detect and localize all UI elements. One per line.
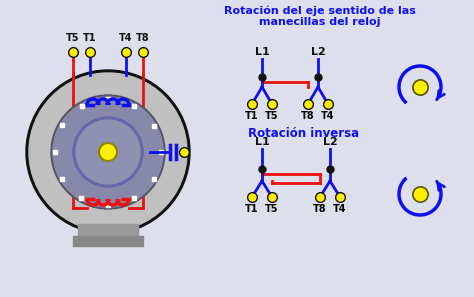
Text: T5: T5 (265, 111, 279, 121)
Circle shape (73, 117, 143, 187)
Circle shape (99, 143, 117, 161)
Circle shape (51, 95, 165, 209)
Text: T8: T8 (301, 111, 315, 121)
Text: manecillas del reloj: manecillas del reloj (259, 17, 381, 27)
Circle shape (26, 70, 190, 234)
Text: L2: L2 (323, 137, 337, 147)
Text: T8: T8 (313, 204, 327, 214)
Circle shape (29, 73, 187, 231)
Text: T5: T5 (265, 204, 279, 214)
Text: Rotación inversa: Rotación inversa (248, 127, 359, 140)
Text: T1: T1 (245, 111, 259, 121)
Text: L1: L1 (255, 47, 269, 57)
Text: Rotación del eje sentido de las: Rotación del eje sentido de las (224, 5, 416, 15)
Circle shape (53, 97, 163, 207)
Circle shape (76, 120, 140, 184)
Text: T5: T5 (66, 33, 80, 43)
Text: T8: T8 (136, 33, 150, 43)
Text: L1: L1 (255, 137, 269, 147)
Text: T1: T1 (245, 204, 259, 214)
Text: T4: T4 (333, 204, 347, 214)
Text: L2: L2 (310, 47, 325, 57)
Text: T4: T4 (119, 33, 133, 43)
Text: T4: T4 (321, 111, 335, 121)
Text: T1: T1 (83, 33, 97, 43)
